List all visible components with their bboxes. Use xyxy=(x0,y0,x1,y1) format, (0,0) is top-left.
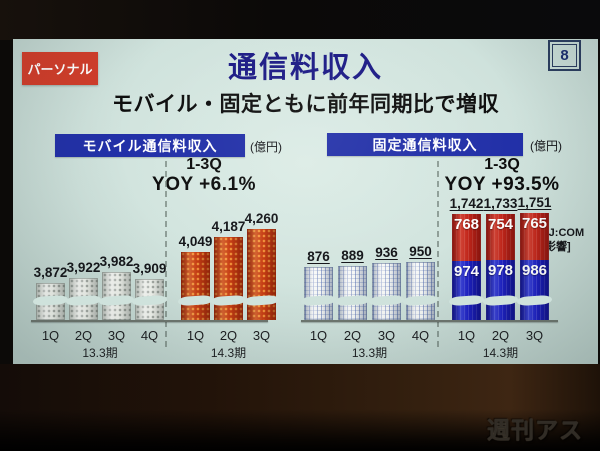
presentation-slide: パーソナル 通信料収入 8 モバイル・固定ともに前年同期比で増収 モバイル通信料… xyxy=(13,39,598,364)
segment-value-label: 974 xyxy=(453,262,480,280)
stacked-total-label: 1,751 xyxy=(517,195,552,211)
year-separator-fixed xyxy=(437,161,439,347)
bar-value-label: 4,187 xyxy=(211,219,246,235)
period-annotation-fixed: 1-3Q xyxy=(484,156,520,173)
bar-column-2q: 1,733 754 978 2Q xyxy=(482,196,519,343)
year-separator-mobile xyxy=(165,161,167,347)
category-label: 1Q xyxy=(186,328,205,343)
jcom-note-line1: [J:COM xyxy=(545,227,585,239)
bar-column-3q: 4,260 3Q xyxy=(243,211,280,343)
bar-segment-fixed: 986 xyxy=(520,259,549,320)
bar-segment-jcom: 768 xyxy=(452,213,481,261)
category-label: 3Q xyxy=(525,328,544,343)
bar-value-label: 3,922 xyxy=(66,259,101,275)
bar-column-3q: 936 3Q xyxy=(368,245,405,343)
x-axis-fixed xyxy=(301,320,558,322)
category-label: 1Q xyxy=(457,328,476,343)
page-number: 8 xyxy=(552,44,577,67)
slide-subtitle: モバイル・固定ともに前年同期比で増収 xyxy=(112,93,499,116)
stacked-total-label: 1,733 xyxy=(483,196,518,212)
segment-value-label: 986 xyxy=(521,261,548,279)
unit-label-mobile: (億円) xyxy=(250,140,282,154)
bar-segment-jcom: 754 xyxy=(486,214,515,261)
bar-value-label: 876 xyxy=(307,248,330,264)
bar-segment-fixed: 974 xyxy=(452,260,481,320)
period-label: 13.3期 xyxy=(82,346,118,360)
bar xyxy=(214,237,243,320)
bar-value-label: 3,982 xyxy=(99,253,134,269)
period-annotation-mobile: 1-3Q xyxy=(186,156,222,173)
yoy-annotation-mobile: YOY +6.1% xyxy=(152,174,256,195)
period-label: 13.3期 xyxy=(351,346,388,360)
bar-segment-fixed: 978 xyxy=(486,260,515,320)
category-label: 2Q xyxy=(491,328,510,343)
category-label: 1Q xyxy=(41,328,60,343)
category-label: 2Q xyxy=(74,328,93,343)
bar xyxy=(181,251,210,320)
chart-header-fixed: 固定通信料収入 xyxy=(327,133,523,156)
room-background-top xyxy=(0,0,600,40)
bar-column-2q: 889 2Q xyxy=(334,248,371,343)
unit-label-fixed: (億円) xyxy=(530,139,562,153)
jcom-note: [J:COM 影響] xyxy=(545,226,597,254)
bar-column-3q: 3,982 3Q xyxy=(98,254,135,343)
bar-column-1q: 876 1Q xyxy=(300,249,337,343)
bar xyxy=(304,266,333,320)
watermark: 週刊アスキー xyxy=(487,417,583,443)
bar-value-label: 4,049 xyxy=(178,233,213,249)
bar-value-label: 889 xyxy=(341,247,364,263)
segment-value-label: 768 xyxy=(453,215,480,233)
bar-segment-jcom: 765 xyxy=(520,213,549,260)
segment-value-label: 978 xyxy=(487,262,514,280)
page-number-box: 8 xyxy=(548,40,581,71)
slide-title: 通信料収入 xyxy=(227,52,383,84)
category-label: 3Q xyxy=(107,328,126,343)
bar xyxy=(372,262,401,320)
bar-column-1q: 4,049 1Q xyxy=(177,234,214,343)
bar xyxy=(406,262,435,320)
bar-value-label: 3,872 xyxy=(33,264,68,280)
stacked-total-label: 1,742 xyxy=(449,195,484,211)
bar-column-1q: 1,742 768 974 1Q xyxy=(448,196,485,343)
yoy-annotation-fixed: YOY +93.5% xyxy=(444,174,560,195)
bar-column-1q: 3,872 1Q xyxy=(32,265,69,343)
bar-value-label: 4,260 xyxy=(244,211,279,227)
category-label: 4Q xyxy=(411,328,430,343)
segment-value-label: 765 xyxy=(521,215,548,233)
room-background-bottom xyxy=(0,364,600,451)
category-label: 4Q xyxy=(140,328,159,343)
x-axis-mobile xyxy=(31,320,268,322)
bar xyxy=(247,229,276,320)
bar-value-label: 950 xyxy=(409,244,432,260)
category-label: 3Q xyxy=(377,328,396,343)
jcom-note-line2: 影響] xyxy=(545,241,571,253)
bar-column-2q: 4,187 2Q xyxy=(210,219,247,343)
category-label: 2Q xyxy=(219,328,238,343)
bar xyxy=(338,265,367,320)
segment-value-label: 754 xyxy=(487,216,514,234)
bar-value-label: 936 xyxy=(375,244,398,260)
bar-value-label: 3,909 xyxy=(132,261,167,277)
bar-column-2q: 3,922 2Q xyxy=(65,260,102,343)
bar-column-4q: 950 4Q xyxy=(402,244,439,343)
category-badge: パーソナル xyxy=(22,52,98,85)
category-label: 1Q xyxy=(309,328,328,343)
bar-column-3q: 1,751 765 986 3Q xyxy=(516,195,553,343)
category-label: 3Q xyxy=(252,328,271,343)
period-label: 14.3期 xyxy=(210,346,247,360)
chart-header-mobile: モバイル通信料収入 xyxy=(55,134,245,157)
bar-column-4q: 3,909 4Q xyxy=(131,261,168,343)
period-label: 14.3期 xyxy=(482,346,519,360)
category-label: 2Q xyxy=(343,328,362,343)
